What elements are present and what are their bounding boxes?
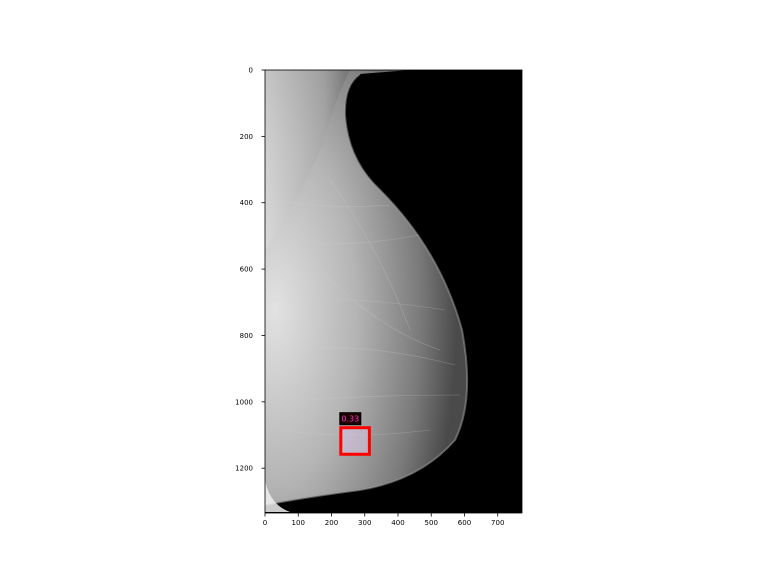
breast-tissue bbox=[265, 70, 468, 505]
y-tick-label: 1000 bbox=[235, 398, 253, 406]
skin-edge bbox=[265, 73, 469, 506]
x-tick-label: 400 bbox=[391, 519, 404, 527]
mammogram-image bbox=[265, 70, 522, 513]
lower-fold bbox=[265, 480, 290, 512]
x-axis: 0 100 200 300 400 500 600 700 bbox=[263, 513, 504, 527]
detection-score-label: 0.33 bbox=[341, 415, 359, 424]
x-tick-label: 0 bbox=[263, 519, 267, 527]
y-tick-label: 600 bbox=[240, 266, 253, 274]
axes-frame bbox=[264, 69, 523, 514]
tissue-strands bbox=[267, 179, 461, 436]
detection-box bbox=[339, 426, 371, 456]
y-tick-label: 0 bbox=[249, 67, 253, 75]
x-tick-label: 200 bbox=[325, 519, 338, 527]
detection-label-background bbox=[339, 412, 362, 426]
y-tick-label: 800 bbox=[240, 332, 253, 340]
x-tick-label: 600 bbox=[458, 519, 471, 527]
y-tick-label: 200 bbox=[240, 133, 253, 141]
y-tick-label: 400 bbox=[240, 199, 253, 207]
pectoral-region bbox=[265, 70, 350, 250]
x-tick-label: 500 bbox=[425, 519, 438, 527]
x-tick-label: 700 bbox=[491, 519, 504, 527]
y-axis: 0 200 400 600 800 1000 1200 bbox=[235, 67, 265, 473]
x-tick-label: 300 bbox=[358, 519, 371, 527]
x-tick-label: 100 bbox=[292, 519, 305, 527]
y-tick-label: 1200 bbox=[235, 465, 253, 473]
detections-layer: 0.33 bbox=[339, 412, 371, 456]
